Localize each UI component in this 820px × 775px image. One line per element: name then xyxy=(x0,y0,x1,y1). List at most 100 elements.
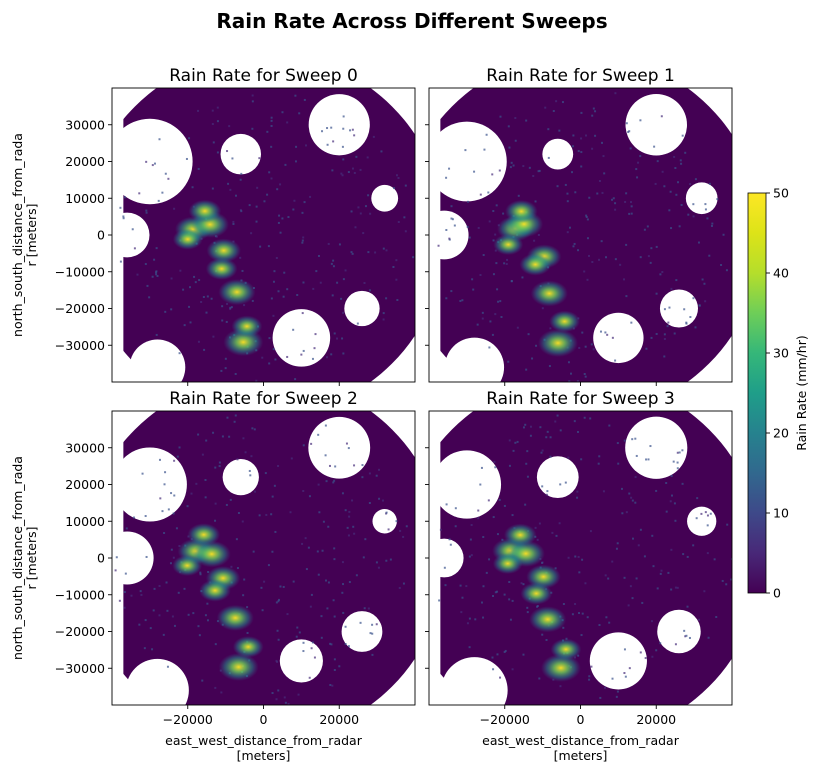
light-rain-pixel xyxy=(571,145,574,148)
light-rain-pixel xyxy=(325,579,328,582)
light-rain-pixel xyxy=(368,502,371,505)
light-rain-pixel xyxy=(387,528,390,531)
light-rain-pixel xyxy=(663,355,666,358)
light-rain-pixel xyxy=(559,429,562,432)
no-echo-gap xyxy=(536,456,579,499)
light-rain-pixel xyxy=(240,210,243,213)
light-rain-pixel xyxy=(522,165,525,168)
light-rain-pixel xyxy=(367,194,370,197)
light-rain-pixel xyxy=(277,221,280,224)
light-rain-pixel xyxy=(276,660,279,663)
light-rain-pixel xyxy=(385,511,388,514)
light-rain-pixel xyxy=(559,685,562,688)
light-rain-pixel xyxy=(492,210,495,213)
light-rain-pixel xyxy=(598,624,601,627)
light-rain-pixel xyxy=(282,585,285,588)
light-rain-pixel xyxy=(374,251,377,254)
light-rain-pixel xyxy=(651,534,654,537)
light-rain-pixel xyxy=(239,178,242,181)
light-rain-pixel xyxy=(340,297,343,300)
colorbar-tick-label: 10 xyxy=(773,506,789,521)
light-rain-pixel xyxy=(353,464,356,467)
light-rain-pixel xyxy=(537,233,540,236)
light-rain-pixel xyxy=(591,114,594,117)
light-rain-pixel xyxy=(554,420,557,423)
light-rain-pixel xyxy=(547,156,550,159)
no-echo-gap xyxy=(371,184,399,212)
panel-3-title: Rain Rate for Sweep 3 xyxy=(486,389,675,409)
light-rain-pixel xyxy=(281,111,284,114)
light-rain-pixel xyxy=(488,220,491,223)
light-rain-pixel xyxy=(512,449,515,452)
light-rain-pixel xyxy=(711,222,714,225)
light-rain-pixel xyxy=(338,243,341,246)
y-tick-label: 20000 xyxy=(65,477,105,492)
light-rain-pixel xyxy=(597,462,600,465)
light-rain-pixel xyxy=(130,594,133,597)
light-rain-pixel xyxy=(333,558,336,561)
light-rain-pixel xyxy=(332,140,335,143)
light-rain-pixel xyxy=(195,482,198,485)
light-rain-pixel xyxy=(508,464,511,467)
light-rain-pixel xyxy=(270,297,273,300)
light-rain-pixel xyxy=(161,510,164,513)
heavy-rain-cell xyxy=(172,228,203,250)
light-rain-pixel xyxy=(492,595,495,598)
light-rain-pixel xyxy=(308,495,311,498)
light-rain-pixel xyxy=(256,186,259,189)
light-rain-pixel xyxy=(302,489,305,492)
light-rain-pixel xyxy=(272,348,275,351)
no-echo-gap xyxy=(112,447,187,522)
light-rain-pixel xyxy=(197,340,200,343)
light-rain-pixel xyxy=(341,337,344,340)
light-rain-pixel xyxy=(326,127,329,130)
light-rain-pixel xyxy=(680,203,683,206)
light-rain-pixel xyxy=(497,300,500,303)
light-rain-pixel xyxy=(167,508,170,511)
light-rain-pixel xyxy=(320,615,323,618)
light-rain-pixel xyxy=(342,352,345,355)
light-rain-pixel xyxy=(676,451,679,454)
light-rain-pixel xyxy=(616,690,619,693)
light-rain-pixel xyxy=(148,296,151,299)
light-rain-pixel xyxy=(525,462,528,465)
light-rain-pixel xyxy=(221,319,224,322)
colorbar-tick-label: 40 xyxy=(773,266,789,281)
light-rain-pixel xyxy=(706,217,709,220)
light-rain-pixel xyxy=(598,258,601,261)
light-rain-pixel xyxy=(350,210,353,213)
light-rain-pixel xyxy=(402,535,405,538)
light-rain-pixel xyxy=(466,200,469,203)
light-rain-pixel xyxy=(498,169,501,172)
light-rain-pixel xyxy=(659,273,662,276)
light-rain-pixel xyxy=(316,550,319,553)
light-rain-pixel xyxy=(240,172,243,175)
light-rain-pixel xyxy=(675,279,678,282)
light-rain-pixel xyxy=(201,453,204,456)
light-rain-pixel xyxy=(623,576,626,579)
light-rain-pixel xyxy=(661,170,664,173)
light-rain-pixel xyxy=(569,372,572,375)
light-rain-pixel xyxy=(674,519,677,522)
light-rain-pixel xyxy=(187,613,190,616)
light-rain-pixel xyxy=(333,479,336,482)
y-tick-label: 10000 xyxy=(65,191,105,206)
light-rain-pixel xyxy=(670,474,673,477)
light-rain-pixel xyxy=(237,512,240,515)
heavy-rain-cell xyxy=(231,315,263,338)
light-rain-pixel xyxy=(233,420,236,423)
light-rain-pixel xyxy=(624,675,627,678)
light-rain-pixel xyxy=(155,247,158,250)
light-rain-pixel xyxy=(669,500,672,503)
light-rain-pixel xyxy=(145,209,148,212)
light-rain-pixel xyxy=(541,561,544,564)
light-rain-pixel xyxy=(344,269,347,272)
light-rain-pixel xyxy=(303,201,306,204)
light-rain-pixel xyxy=(332,599,335,602)
light-rain-pixel xyxy=(361,464,364,467)
light-rain-pixel xyxy=(541,307,544,310)
heavy-rain-cell xyxy=(503,523,537,547)
heavy-rain-cell xyxy=(538,329,578,358)
light-rain-pixel xyxy=(242,437,245,440)
no-echo-gap xyxy=(432,450,502,519)
